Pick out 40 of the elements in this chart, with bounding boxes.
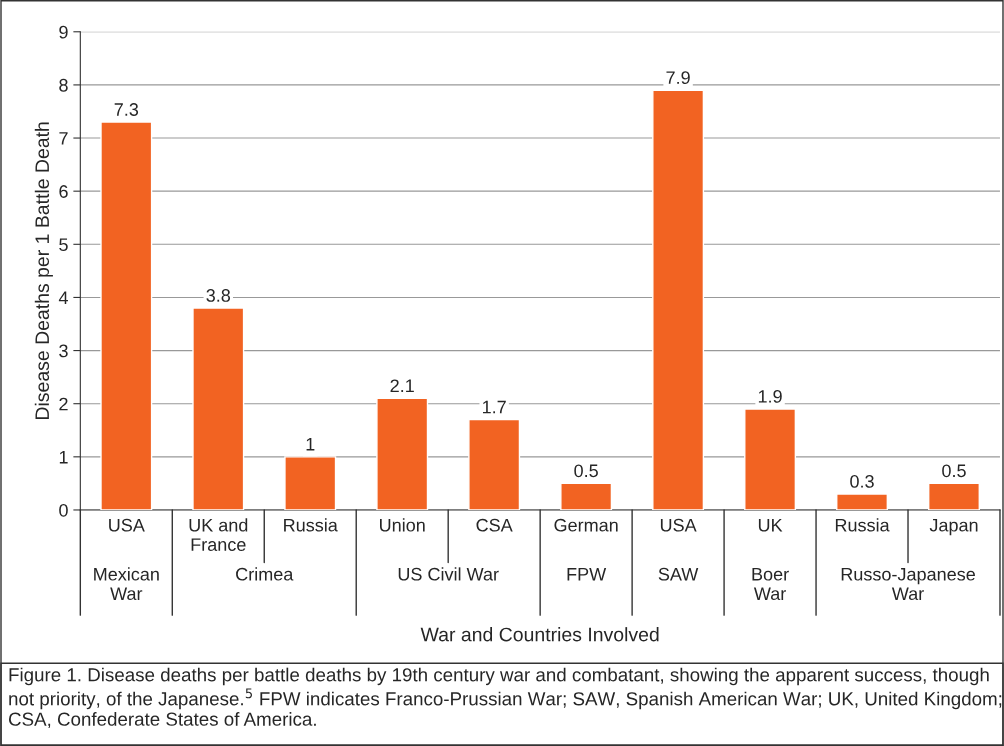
x-tick-label: Russia [835, 518, 890, 532]
y-tick-label: 8 [59, 78, 68, 92]
caption: Figure 1. Disease deaths per battle deaths by 19th century war and combatant, showing the apparent success, though not priority, of the Japanese.$^{5}$ FPW indicates Franco-Prussian War; SAW, Spanish American War; UK, United Kingdom; CSA, Confederate States of America. [8, 667, 1002, 729]
y-tick-label: 7 [59, 132, 68, 145]
y-tick-label: 0 [59, 503, 68, 517]
text: SAW [658, 567, 699, 581]
text: Russo-Japanese War [841, 568, 975, 601]
data-label: 1.9 [758, 390, 782, 403]
y-tick-label: 5 [59, 238, 68, 252]
data-label: 1.7 [483, 400, 506, 414]
x-tick-label: Union [380, 518, 425, 532]
x-tick-label: USA [660, 518, 697, 532]
text: US Civil War [398, 567, 499, 581]
text: Crimea [236, 567, 294, 581]
data-label: 7.9 [666, 71, 690, 84]
text: Mexican War [94, 567, 159, 601]
y-tick-label: 3 [59, 344, 68, 358]
y-tick-label: 4 [58, 291, 68, 304]
x-tick-label: Japan [929, 518, 978, 536]
x-tick-label: CSA [476, 518, 513, 532]
data-label: 7.3 [114, 103, 139, 116]
data-label: 0.3 [850, 475, 874, 488]
data-label: 1 [306, 438, 315, 451]
y-tick-label: 9 [59, 25, 68, 39]
data-label: 0.5 [574, 464, 598, 478]
text: FPW [567, 568, 607, 581]
x-tick-label: UK and France [189, 518, 248, 552]
x-tick-label: Russia [284, 518, 338, 532]
data-label: 0.5 [942, 464, 966, 478]
x-tick-label: UK [758, 518, 783, 532]
y-tick-label: 1 [59, 450, 68, 464]
data-label: 3.8 [206, 289, 231, 302]
x-tick-label: German [554, 518, 618, 532]
y-axis-title: Disease Deaths per 1 Battle Death [34, 122, 53, 419]
x-tick-label: USA [109, 518, 145, 532]
x-axis-title: War and Countries Involved [420, 627, 659, 642]
data-label: 2.1 [390, 379, 414, 392]
y-tick-label: 6 [59, 185, 68, 198]
y-tick-label: 2 [59, 397, 68, 411]
text: Boer War [752, 568, 789, 601]
